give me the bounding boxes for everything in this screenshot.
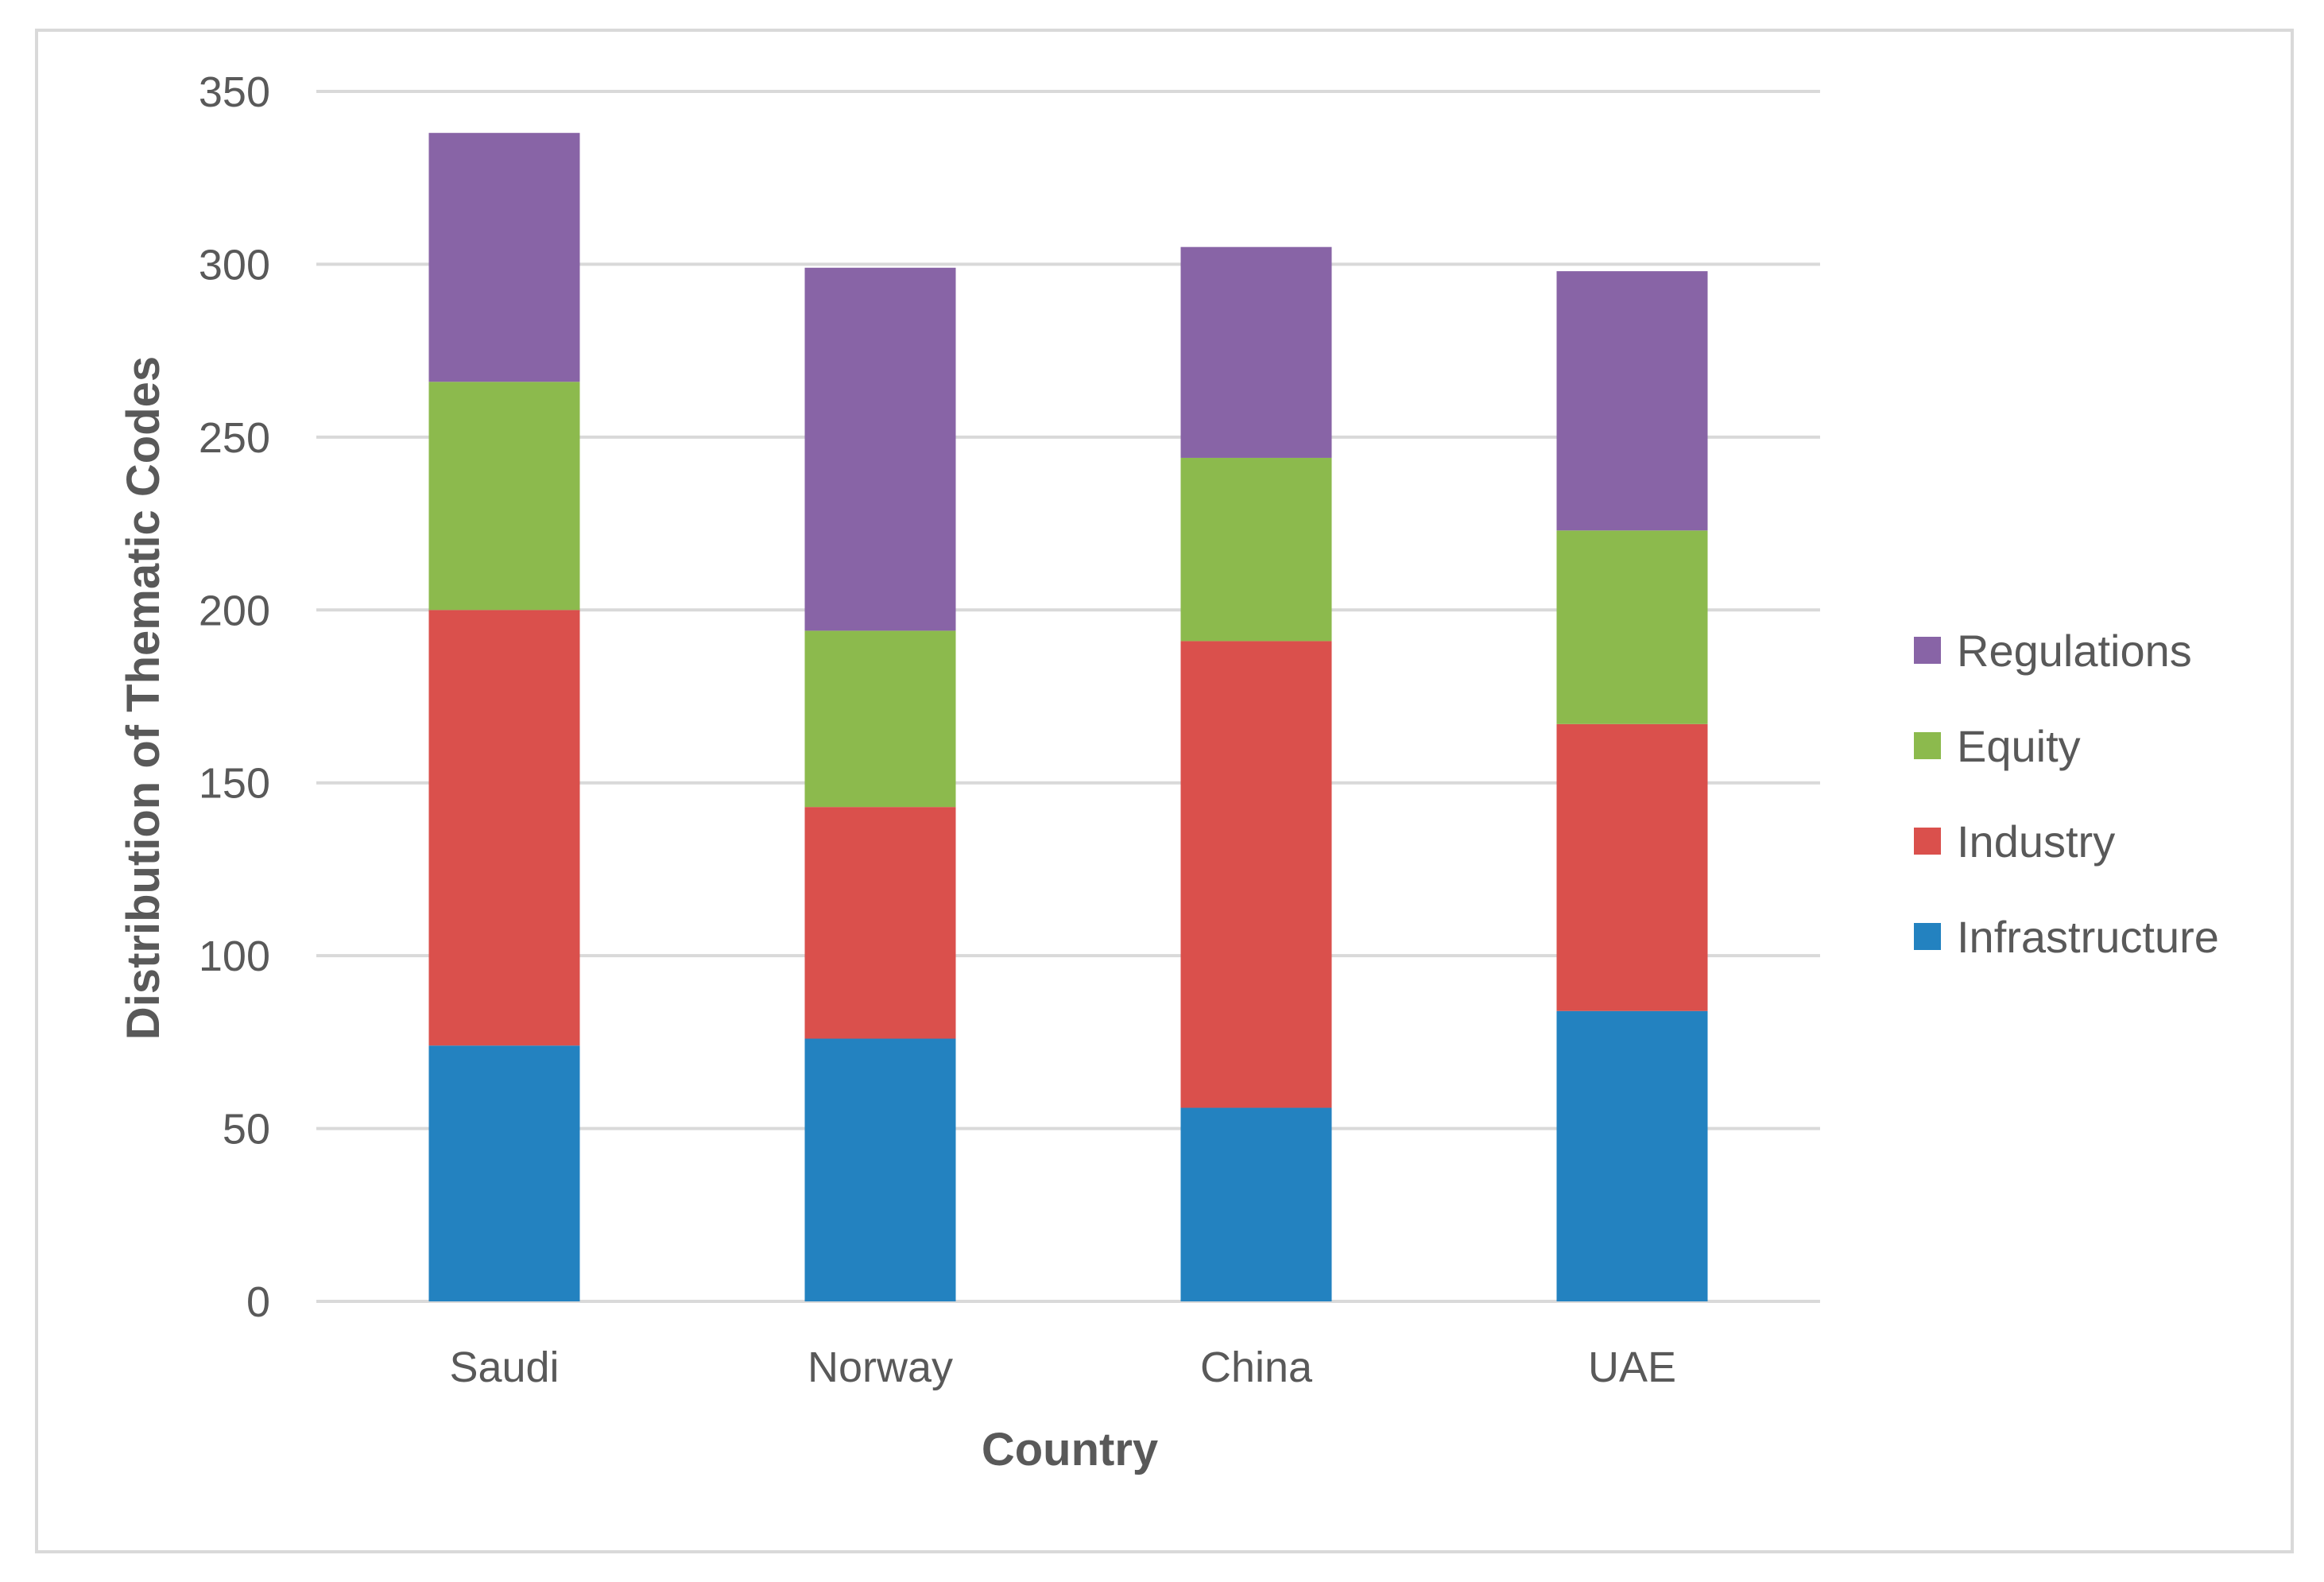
legend-swatch-industry <box>1914 828 1941 855</box>
chart-frame <box>35 29 2294 1553</box>
bar-segment-equity-china <box>1180 457 1332 642</box>
bar-segment-equity-uae <box>1556 530 1708 724</box>
legend-label-regulations: Regulations <box>1957 626 2192 676</box>
y-tick-label: 300 <box>199 241 270 289</box>
bar-segment-infrastructure-china <box>1180 1107 1332 1301</box>
bar-segment-regulations-uae <box>1556 271 1708 531</box>
y-axis-tick-labels: 0 50 100 150 200 250 300 350 <box>199 68 270 1326</box>
bar-segment-infrastructure-uae <box>1556 1010 1708 1301</box>
bar-segment-infrastructure-norway <box>804 1038 956 1301</box>
bar-segment-industry-norway <box>804 807 956 1039</box>
x-tick-label: UAE <box>1588 1344 1676 1391</box>
legend-label-infrastructure: Infrastructure <box>1957 912 2219 962</box>
bar-segment-equity-saudi <box>428 382 580 611</box>
y-tick-label: 0 <box>246 1278 270 1326</box>
y-tick-label: 350 <box>199 68 270 116</box>
x-tick-label: Saudi <box>449 1344 559 1391</box>
x-axis-tick-labels: Saudi Norway China UAE <box>449 1344 1676 1391</box>
bar-segment-regulations-saudi <box>428 133 580 382</box>
x-tick-label: Norway <box>808 1344 953 1391</box>
legend-label-equity: Equity <box>1957 721 2081 771</box>
y-tick-label: 50 <box>223 1106 270 1154</box>
legend-label-industry: Industry <box>1957 816 2115 867</box>
bar-segment-industry-saudi <box>428 610 580 1046</box>
bar-segment-industry-china <box>1180 641 1332 1108</box>
x-axis-title: Country <box>982 1424 1158 1475</box>
bar-segment-equity-norway <box>804 630 956 808</box>
y-tick-label: 250 <box>199 414 270 462</box>
y-tick-label: 150 <box>199 760 270 808</box>
legend-swatch-infrastructure <box>1914 923 1941 950</box>
x-tick-label: China <box>1200 1344 1313 1391</box>
bar-segment-infrastructure-saudi <box>428 1045 580 1301</box>
y-tick-label: 200 <box>199 587 270 634</box>
bar-segment-industry-uae <box>1556 723 1708 1011</box>
y-axis-title: Distribution of Thematic Codes <box>118 356 169 1040</box>
legend-swatch-equity <box>1914 732 1941 759</box>
bars <box>428 133 1708 1301</box>
legend-swatch-regulations <box>1914 637 1941 664</box>
legend: Regulations Equity Industry Infrastructure <box>1914 626 2219 962</box>
bar-segment-regulations-norway <box>804 267 956 631</box>
bar-segment-regulations-china <box>1180 246 1332 458</box>
y-tick-label: 100 <box>199 933 270 980</box>
